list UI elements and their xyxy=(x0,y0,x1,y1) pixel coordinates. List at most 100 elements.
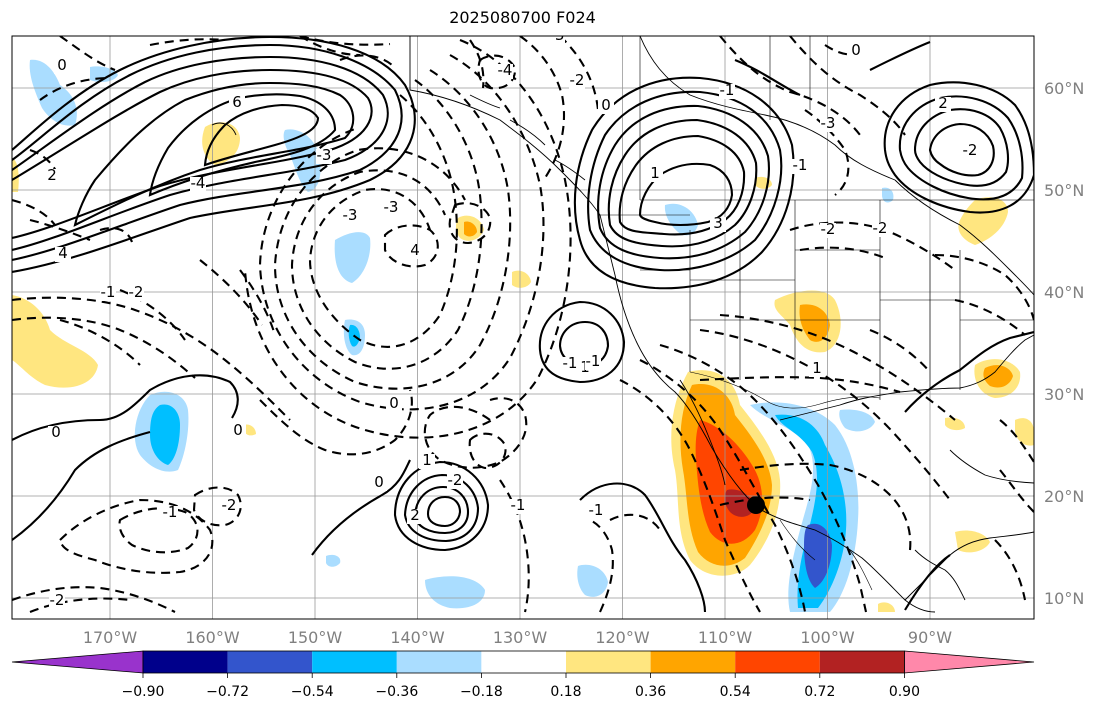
contour-label-bg xyxy=(792,159,808,174)
colorbar-tick-label: 0.18 xyxy=(550,684,581,700)
contour-label: -3 xyxy=(384,198,399,216)
lat-tick-label: 60°N xyxy=(1044,79,1084,98)
contour-label: -3 xyxy=(317,146,332,164)
contour-label: 0 xyxy=(51,423,61,441)
contour-label: -1 xyxy=(163,503,178,521)
lon-tick-label: 100°W xyxy=(800,628,855,647)
contour-label: -1 xyxy=(586,352,601,370)
contour-label: -3 xyxy=(550,26,565,44)
contour-label-bg xyxy=(44,169,60,184)
contour-label-bg xyxy=(190,177,206,192)
lat-tick-label: 30°N xyxy=(1044,385,1084,404)
lon-tick-label: 90°W xyxy=(908,628,952,647)
contour-label: -1 xyxy=(589,501,604,519)
contour-label-bg xyxy=(386,397,402,412)
colorbar-frame xyxy=(142,650,905,674)
map-frame xyxy=(11,35,1035,620)
contour-label-bg xyxy=(100,286,116,301)
contour-label: -2 xyxy=(129,283,144,301)
contour-lines-dashed xyxy=(12,36,1034,613)
contour-label-bg xyxy=(371,476,387,491)
colorbar-tick-label: 0.36 xyxy=(635,684,666,700)
contour-label: -2 xyxy=(963,141,978,159)
contour-label-bg xyxy=(54,59,70,74)
contour-label-bg xyxy=(549,36,565,44)
colorbar-tick-label: −0.72 xyxy=(206,684,249,700)
contour-label: -1 xyxy=(511,496,526,514)
contour-label: 4 xyxy=(410,241,420,259)
contour-label-bg xyxy=(221,499,237,514)
contour-label: 2 xyxy=(410,506,420,524)
contour-label: -1 xyxy=(793,156,808,174)
lon-tick-label: 140°W xyxy=(390,628,445,647)
lon-tick-label: 150°W xyxy=(288,628,343,647)
contour-label-bg xyxy=(162,506,178,521)
colorbar-tick-label: 0.72 xyxy=(804,684,835,700)
colorbar-tick-label: 0.54 xyxy=(720,684,751,700)
contour-label-bg xyxy=(497,64,513,79)
lat-tick-label: 40°N xyxy=(1044,283,1084,302)
contour-label-bg xyxy=(962,144,978,159)
contour-label: 0 xyxy=(851,41,861,59)
contour-label-bg xyxy=(820,117,836,132)
contour-label: 6 xyxy=(232,93,242,111)
colorbar xyxy=(11,650,1035,674)
contour-label: -2 xyxy=(570,71,585,89)
colorbar-tick-label: 0.90 xyxy=(889,684,920,700)
contour-label-bg xyxy=(809,362,825,377)
colorbar-segment xyxy=(312,651,397,673)
contour-label-bg xyxy=(447,474,463,489)
contour-label-bg xyxy=(585,355,601,370)
contour-label-bg xyxy=(647,167,663,182)
contour-label: -1 xyxy=(101,283,116,301)
contour-label-bg xyxy=(569,74,585,89)
contour-label: 0 xyxy=(374,473,384,491)
colorbar-segment xyxy=(735,651,820,673)
lat-tick-label: 20°N xyxy=(1044,487,1084,506)
contour-label: 0 xyxy=(389,394,399,412)
borders xyxy=(600,36,1034,591)
colorbar-segment xyxy=(481,651,566,673)
contour-label-bg xyxy=(935,97,951,112)
contour-label-bg xyxy=(872,222,888,237)
colorbar-segment xyxy=(396,651,482,673)
lat-tick-label: 50°N xyxy=(1044,181,1084,200)
contour-label: 0 xyxy=(601,96,611,114)
contour-label-bg xyxy=(229,96,245,111)
colorbar-extend-low xyxy=(11,650,144,674)
contour-label: 2 xyxy=(938,94,948,112)
contour-label: 0 xyxy=(57,56,67,74)
contour-label: 3 xyxy=(713,214,723,232)
contour-label-bg xyxy=(48,426,64,441)
contour-label: -4 xyxy=(191,174,206,192)
contour-label-bg xyxy=(820,223,836,238)
colorbar-segment xyxy=(650,651,736,673)
contour-label: -2 xyxy=(50,591,65,609)
lat-tick-labels: 60°N 50°N 40°N 30°N 20°N 10°N xyxy=(1044,79,1084,608)
colorbar-segment xyxy=(143,651,228,673)
coastlines xyxy=(211,36,1034,613)
colorbar-segment xyxy=(566,651,651,673)
contour-label: -1 xyxy=(563,354,578,372)
lon-tick-label: 110°W xyxy=(698,628,753,647)
contour-label: 1 xyxy=(422,451,432,469)
contour-label: -2 xyxy=(821,220,836,238)
contour-label: 4 xyxy=(58,244,68,262)
contour-label: -2 xyxy=(222,496,237,514)
contour-label: -2 xyxy=(448,471,463,489)
contour-labels: 0 0 -2 -4 -3 6 4 2 -3 4 -1 -2 -2 -3 -4 -1 1 -1 0 0 -1 -2 2 1 0 -1… xyxy=(44,26,978,609)
contour-label-bg xyxy=(342,209,358,224)
contour-label-bg xyxy=(562,357,578,372)
contour-label-bg xyxy=(316,149,332,164)
colorbar-tick-label: −0.90 xyxy=(122,684,165,700)
contour-label-bg xyxy=(383,201,399,216)
chart-title: 2025080700 F024 xyxy=(449,8,596,27)
contour-label-bg xyxy=(510,499,526,514)
contour-label-bg xyxy=(128,286,144,301)
contour-label-bg xyxy=(598,99,614,114)
colorbar-segment xyxy=(819,651,905,673)
contour-label-bg xyxy=(407,244,423,259)
contour-label-bg xyxy=(588,504,604,519)
contour-label-bg xyxy=(55,247,71,262)
